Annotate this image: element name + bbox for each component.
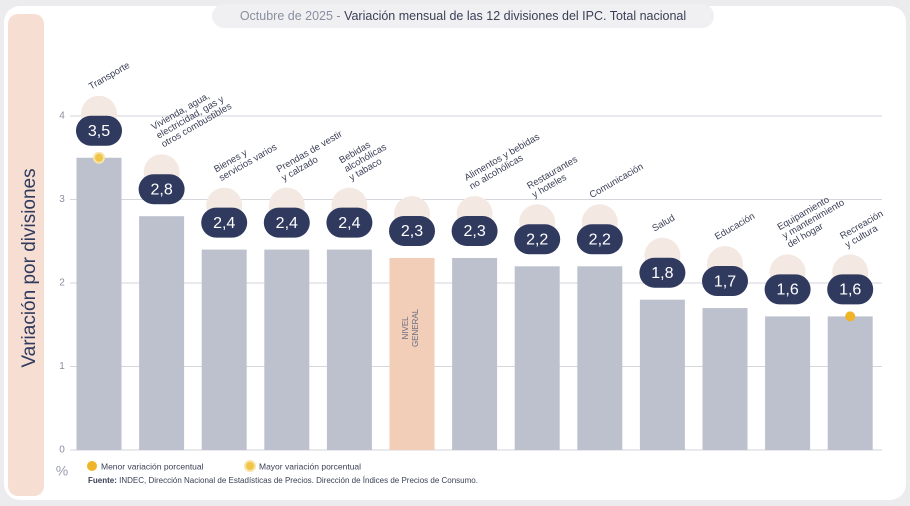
chart-title: Octubre de 2025 - Variación mensual de l… <box>240 9 686 23</box>
value-label: 2,8 <box>150 181 172 198</box>
badge <box>389 215 435 246</box>
y-tick-label: 1 <box>59 361 65 372</box>
y-tick-label: 0 <box>59 445 65 456</box>
badge <box>76 115 122 146</box>
bar <box>702 308 748 450</box>
extreme-marker <box>845 311 856 322</box>
bar <box>827 316 873 450</box>
y-axis-label: Variación por divisiones <box>19 168 40 367</box>
badge <box>764 274 811 305</box>
badge <box>201 207 248 238</box>
bar <box>389 257 435 450</box>
value-label: 2,2 <box>526 232 548 249</box>
bar <box>201 249 247 450</box>
value-label: 1,8 <box>651 265 673 282</box>
value-label: 2,3 <box>401 223 423 240</box>
y-tick-label: 3 <box>59 194 65 205</box>
badge <box>702 266 748 297</box>
source-label: Fuente: <box>88 476 117 485</box>
badge <box>138 174 185 205</box>
general-label: NIVELGENERAL <box>401 308 420 347</box>
badge <box>451 215 498 246</box>
y-tick-label: 2 <box>59 278 65 289</box>
bar <box>264 249 310 450</box>
extreme-marker <box>93 151 105 164</box>
legend-marker <box>87 461 97 471</box>
badge <box>639 257 686 288</box>
text-line: NIVEL <box>401 316 410 340</box>
badge <box>263 207 310 238</box>
legend-label: Mayor variación porcentual <box>259 461 361 471</box>
bar <box>76 157 122 450</box>
badge <box>576 224 623 255</box>
value-label: 1,7 <box>714 273 736 290</box>
value-label: 1,6 <box>839 282 861 299</box>
legend-marker <box>244 460 256 472</box>
value-label: 2,3 <box>463 223 485 240</box>
value-label: 3,5 <box>88 123 110 140</box>
badge <box>827 274 874 305</box>
bar <box>577 266 623 450</box>
bar <box>514 266 560 450</box>
text-line: GENERAL <box>411 308 420 347</box>
title-pill <box>212 4 714 28</box>
y-tick-label: 4 <box>59 111 65 122</box>
bar <box>452 257 498 450</box>
value-label: 2,4 <box>213 215 235 232</box>
source-text: INDEC, Dirección Nacional de Estadística… <box>119 476 478 485</box>
value-label: 2,4 <box>338 215 360 232</box>
value-label: 2,4 <box>276 215 298 232</box>
bar <box>765 316 811 450</box>
legend-label: Menor variación porcentual <box>101 461 204 471</box>
title-main: Variación mensual de las 12 divisiones d… <box>344 9 686 23</box>
bar <box>326 249 372 450</box>
value-label: 2,2 <box>589 232 611 249</box>
unit-label: % <box>56 463 68 479</box>
badge <box>514 224 561 255</box>
source: Fuente: INDEC, Dirección Nacional de Est… <box>88 476 478 485</box>
badge <box>326 207 373 238</box>
bar <box>639 299 685 450</box>
value-label: 1,6 <box>776 282 798 299</box>
title-prefix: Octubre de 2025 - <box>240 9 341 23</box>
y-band <box>8 14 44 496</box>
bar <box>139 216 185 450</box>
